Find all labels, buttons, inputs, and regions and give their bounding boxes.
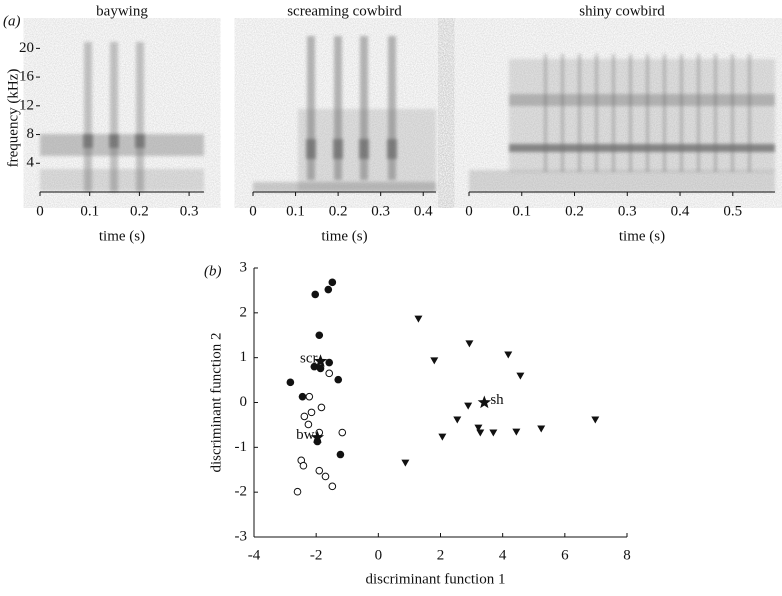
point (325, 369, 334, 378)
y-tick-label: 12 (19, 97, 34, 113)
centroid (477, 395, 491, 409)
x-tick-label: 0.2 (565, 203, 584, 219)
point (298, 392, 307, 401)
y-tick-label: 16 (19, 69, 35, 85)
point (512, 428, 521, 436)
point (325, 358, 334, 367)
x-tick-label: 0 (465, 203, 473, 219)
x-tick-label: 6 (561, 547, 569, 563)
point (316, 364, 325, 373)
x-tick-label: 0 (375, 547, 383, 563)
x-tick-label: 0.3 (618, 203, 637, 219)
point (315, 331, 324, 340)
point (504, 351, 513, 359)
y-tick-label: 20 (19, 40, 34, 56)
spectrogram-noise (253, 34, 436, 192)
centroid-label: bw (296, 427, 315, 443)
x-tick-label: 0.1 (286, 203, 305, 219)
x-tick-label: 0.3 (180, 203, 199, 219)
centroid (310, 430, 325, 444)
point (293, 487, 302, 496)
y-axis-label: discriminant function 2 (208, 333, 224, 473)
point (438, 433, 447, 441)
point (430, 357, 439, 365)
centroid (313, 354, 328, 367)
y-tick-label: 1 (240, 349, 248, 365)
point (338, 428, 347, 437)
point (474, 424, 483, 432)
y-tick-label: 0 (240, 394, 248, 410)
point (465, 340, 474, 348)
panel-label: (b) (204, 263, 222, 279)
point (324, 285, 333, 294)
chart-title: shiny cowbird (579, 3, 665, 19)
x-axis-label: time (s) (99, 228, 145, 244)
x-tick-label: 2 (437, 547, 445, 563)
point (311, 290, 320, 299)
spectrogram-noise (40, 34, 204, 192)
x-tick-label: 8 (623, 547, 631, 563)
point (286, 378, 295, 387)
x-tick-label: 0 (249, 203, 257, 219)
point (304, 420, 313, 429)
x-tick-label: 0.1 (512, 203, 531, 219)
point (328, 278, 337, 287)
point (334, 375, 343, 384)
point (336, 450, 345, 459)
panel-label: (a) (3, 13, 21, 29)
y-tick-label: -3 (235, 528, 248, 544)
x-axis-label: discriminant function 1 (366, 571, 506, 587)
chart-title: baywing (96, 3, 148, 19)
point (328, 482, 337, 491)
y-tick-label: -2 (235, 484, 248, 500)
x-tick-label: 0.4 (671, 203, 690, 219)
x-tick-label: 0.2 (329, 203, 348, 219)
x-axis-label: time (s) (321, 228, 367, 244)
centroid-label: scr (300, 351, 318, 367)
point (591, 416, 600, 424)
y-tick-label: -1 (235, 439, 248, 455)
point (299, 461, 308, 470)
x-tick-label: 0.3 (371, 203, 390, 219)
x-tick-label: 0.2 (130, 203, 149, 219)
chart-title: screaming cowbird (287, 3, 402, 19)
x-tick-label: -4 (248, 547, 261, 563)
point (300, 412, 309, 421)
point (537, 425, 546, 433)
point (307, 408, 316, 417)
x-axis-label: time (s) (619, 228, 665, 244)
centroid-label: sh (490, 392, 504, 408)
y-tick-label: 2 (240, 304, 248, 320)
point (414, 315, 423, 323)
x-tick-label: 0 (36, 203, 44, 219)
point (321, 472, 330, 481)
point (476, 429, 485, 437)
x-tick-label: -2 (310, 547, 323, 563)
y-tick-label: 4 (27, 155, 35, 171)
x-tick-label: 0.5 (723, 203, 742, 219)
point (310, 362, 319, 371)
point (317, 403, 326, 412)
y-tick-label: 8 (27, 126, 35, 142)
spectrogram-noise (469, 34, 775, 192)
y-axis-label: frequency (kHz) (5, 69, 21, 168)
x-tick-label: 0.1 (80, 203, 99, 219)
x-tick-label: 0.4 (414, 203, 433, 219)
point (464, 402, 473, 410)
point (315, 466, 324, 475)
point (305, 392, 314, 401)
point (516, 372, 525, 380)
point (401, 459, 410, 467)
x-tick-label: 4 (499, 547, 507, 563)
point (489, 429, 498, 437)
y-tick-label: 3 (240, 259, 248, 275)
point (453, 416, 462, 424)
